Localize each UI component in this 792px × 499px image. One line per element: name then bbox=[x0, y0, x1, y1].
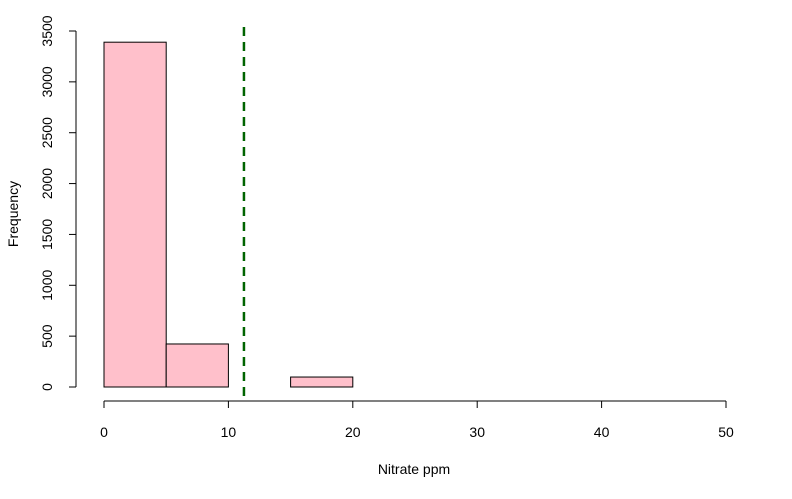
y-tick-label: 1000 bbox=[39, 270, 55, 301]
x-tick-label: 0 bbox=[100, 424, 108, 440]
bar bbox=[165, 343, 229, 388]
y-axis-label: Frequency bbox=[5, 181, 21, 247]
bar bbox=[103, 41, 167, 388]
y-tick-label: 2000 bbox=[39, 168, 55, 199]
x-tick-label: 20 bbox=[345, 424, 361, 440]
y-tick-label: 3500 bbox=[39, 15, 55, 46]
x-axis-label: Nitrate ppm bbox=[378, 461, 450, 477]
y-tick-label: 0 bbox=[39, 383, 55, 391]
x-tick-label: 10 bbox=[221, 424, 237, 440]
x-tick-label: 40 bbox=[594, 424, 610, 440]
y-tick-label: 3000 bbox=[39, 66, 55, 97]
x-tick-label: 50 bbox=[718, 424, 734, 440]
y-tick-label: 2500 bbox=[39, 117, 55, 148]
x-tick-label: 30 bbox=[469, 424, 485, 440]
y-tick-label: 1500 bbox=[39, 219, 55, 250]
y-tick-label: 500 bbox=[39, 324, 55, 348]
bar bbox=[290, 376, 354, 388]
